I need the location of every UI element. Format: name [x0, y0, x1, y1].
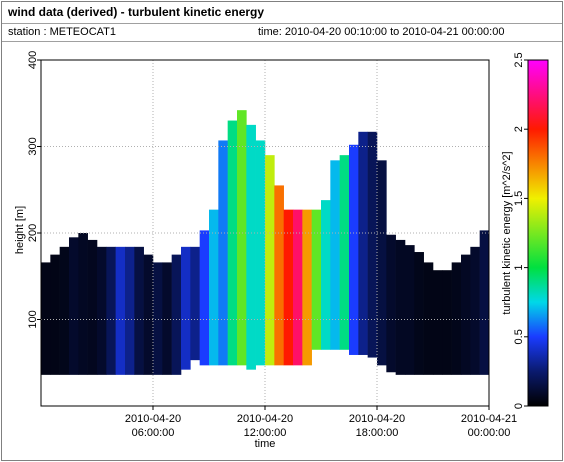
heat-cell — [386, 234, 396, 373]
y-tick-label: 400 — [27, 51, 39, 69]
x-tick-label: 00:00:00 — [468, 427, 511, 439]
chart-title: wind data (derived) - turbulent kinetic … — [7, 5, 264, 19]
heat-cell — [470, 246, 480, 375]
x-tick-label: 12:00:00 — [244, 427, 287, 439]
heat-cell — [87, 239, 98, 375]
colorbar-tick-label: 1.5 — [513, 191, 525, 206]
heat-cell — [358, 131, 368, 355]
heat-cell — [218, 140, 228, 366]
heat-cell — [451, 262, 462, 375]
heat-cell — [237, 110, 247, 366]
heat-cell — [181, 246, 191, 370]
heat-cell — [41, 262, 51, 375]
colorbar-tick-label: 2 — [513, 126, 525, 132]
x-tick-label: 2010-04-20 — [237, 413, 293, 425]
y-tick-label: 300 — [27, 137, 39, 155]
colorbar — [527, 59, 549, 407]
heat-cell — [227, 120, 238, 366]
heat-cell — [339, 155, 350, 350]
heat-cell — [274, 185, 284, 366]
heat-cell — [330, 160, 340, 350]
y-tick-label: 100 — [27, 310, 39, 328]
heat-cell — [171, 254, 182, 375]
station: station : METEOCAT1 — [8, 26, 116, 38]
heat-cell — [311, 209, 322, 350]
heat-cell — [395, 239, 406, 375]
heat-cell — [405, 245, 415, 375]
heat-cell — [190, 246, 200, 361]
colorbar-label: turbulent kinetic energy [m^2/s^2] — [501, 151, 513, 314]
heat-cell — [115, 246, 126, 375]
heat-cell — [433, 270, 443, 375]
y-tick-label: 200 — [27, 224, 39, 242]
colorbar-tick-label: 0 — [513, 403, 525, 409]
heat-cell — [265, 155, 275, 366]
heat-cell — [255, 140, 266, 366]
y-axis-label: height [m] — [14, 206, 26, 254]
heat-cell — [423, 262, 434, 375]
x-axis-label: time — [255, 438, 276, 450]
heat-cell — [78, 233, 88, 375]
heat-cell — [367, 131, 378, 358]
heat-cell — [349, 144, 359, 355]
heat-cell — [479, 230, 490, 375]
heat-cell — [442, 270, 452, 375]
heat-cell — [125, 246, 135, 375]
heat-cell — [321, 200, 331, 350]
plot-frame — [40, 59, 490, 407]
x-tick-label: 2010-04-20 — [125, 413, 181, 425]
heat-cell — [143, 254, 154, 375]
time-range: time: 2010-04-20 00:10:00 to 2010-04-21 … — [258, 26, 504, 38]
colorbar-tick-label: 2.5 — [513, 52, 525, 67]
heat-cell — [377, 160, 387, 366]
heat-cell — [153, 262, 163, 375]
heat-cell — [293, 209, 303, 366]
heat-cell — [302, 209, 312, 366]
heat-cell — [134, 246, 144, 375]
heat-cell — [414, 252, 424, 375]
colorbar-tick-label: 1 — [513, 265, 525, 271]
x-tick-label: 2010-04-20 — [349, 413, 405, 425]
heat-cell — [199, 230, 210, 366]
heat-cell — [69, 237, 79, 375]
heat-cell — [106, 246, 116, 375]
x-tick-label: 2010-04-21 — [461, 413, 517, 425]
heat-cell — [59, 246, 70, 375]
x-tick-label: 06:00:00 — [132, 427, 175, 439]
heat-cell — [97, 246, 107, 375]
heat-cell — [162, 262, 172, 375]
x-tick-label: 18:00:00 — [356, 427, 399, 439]
heat-cell — [461, 254, 471, 375]
heat-cell — [50, 254, 60, 375]
heat-cell — [209, 209, 219, 366]
heat-cell — [283, 209, 294, 366]
heat-cell — [246, 124, 256, 370]
colorbar-tick-label: 0.5 — [513, 329, 525, 344]
